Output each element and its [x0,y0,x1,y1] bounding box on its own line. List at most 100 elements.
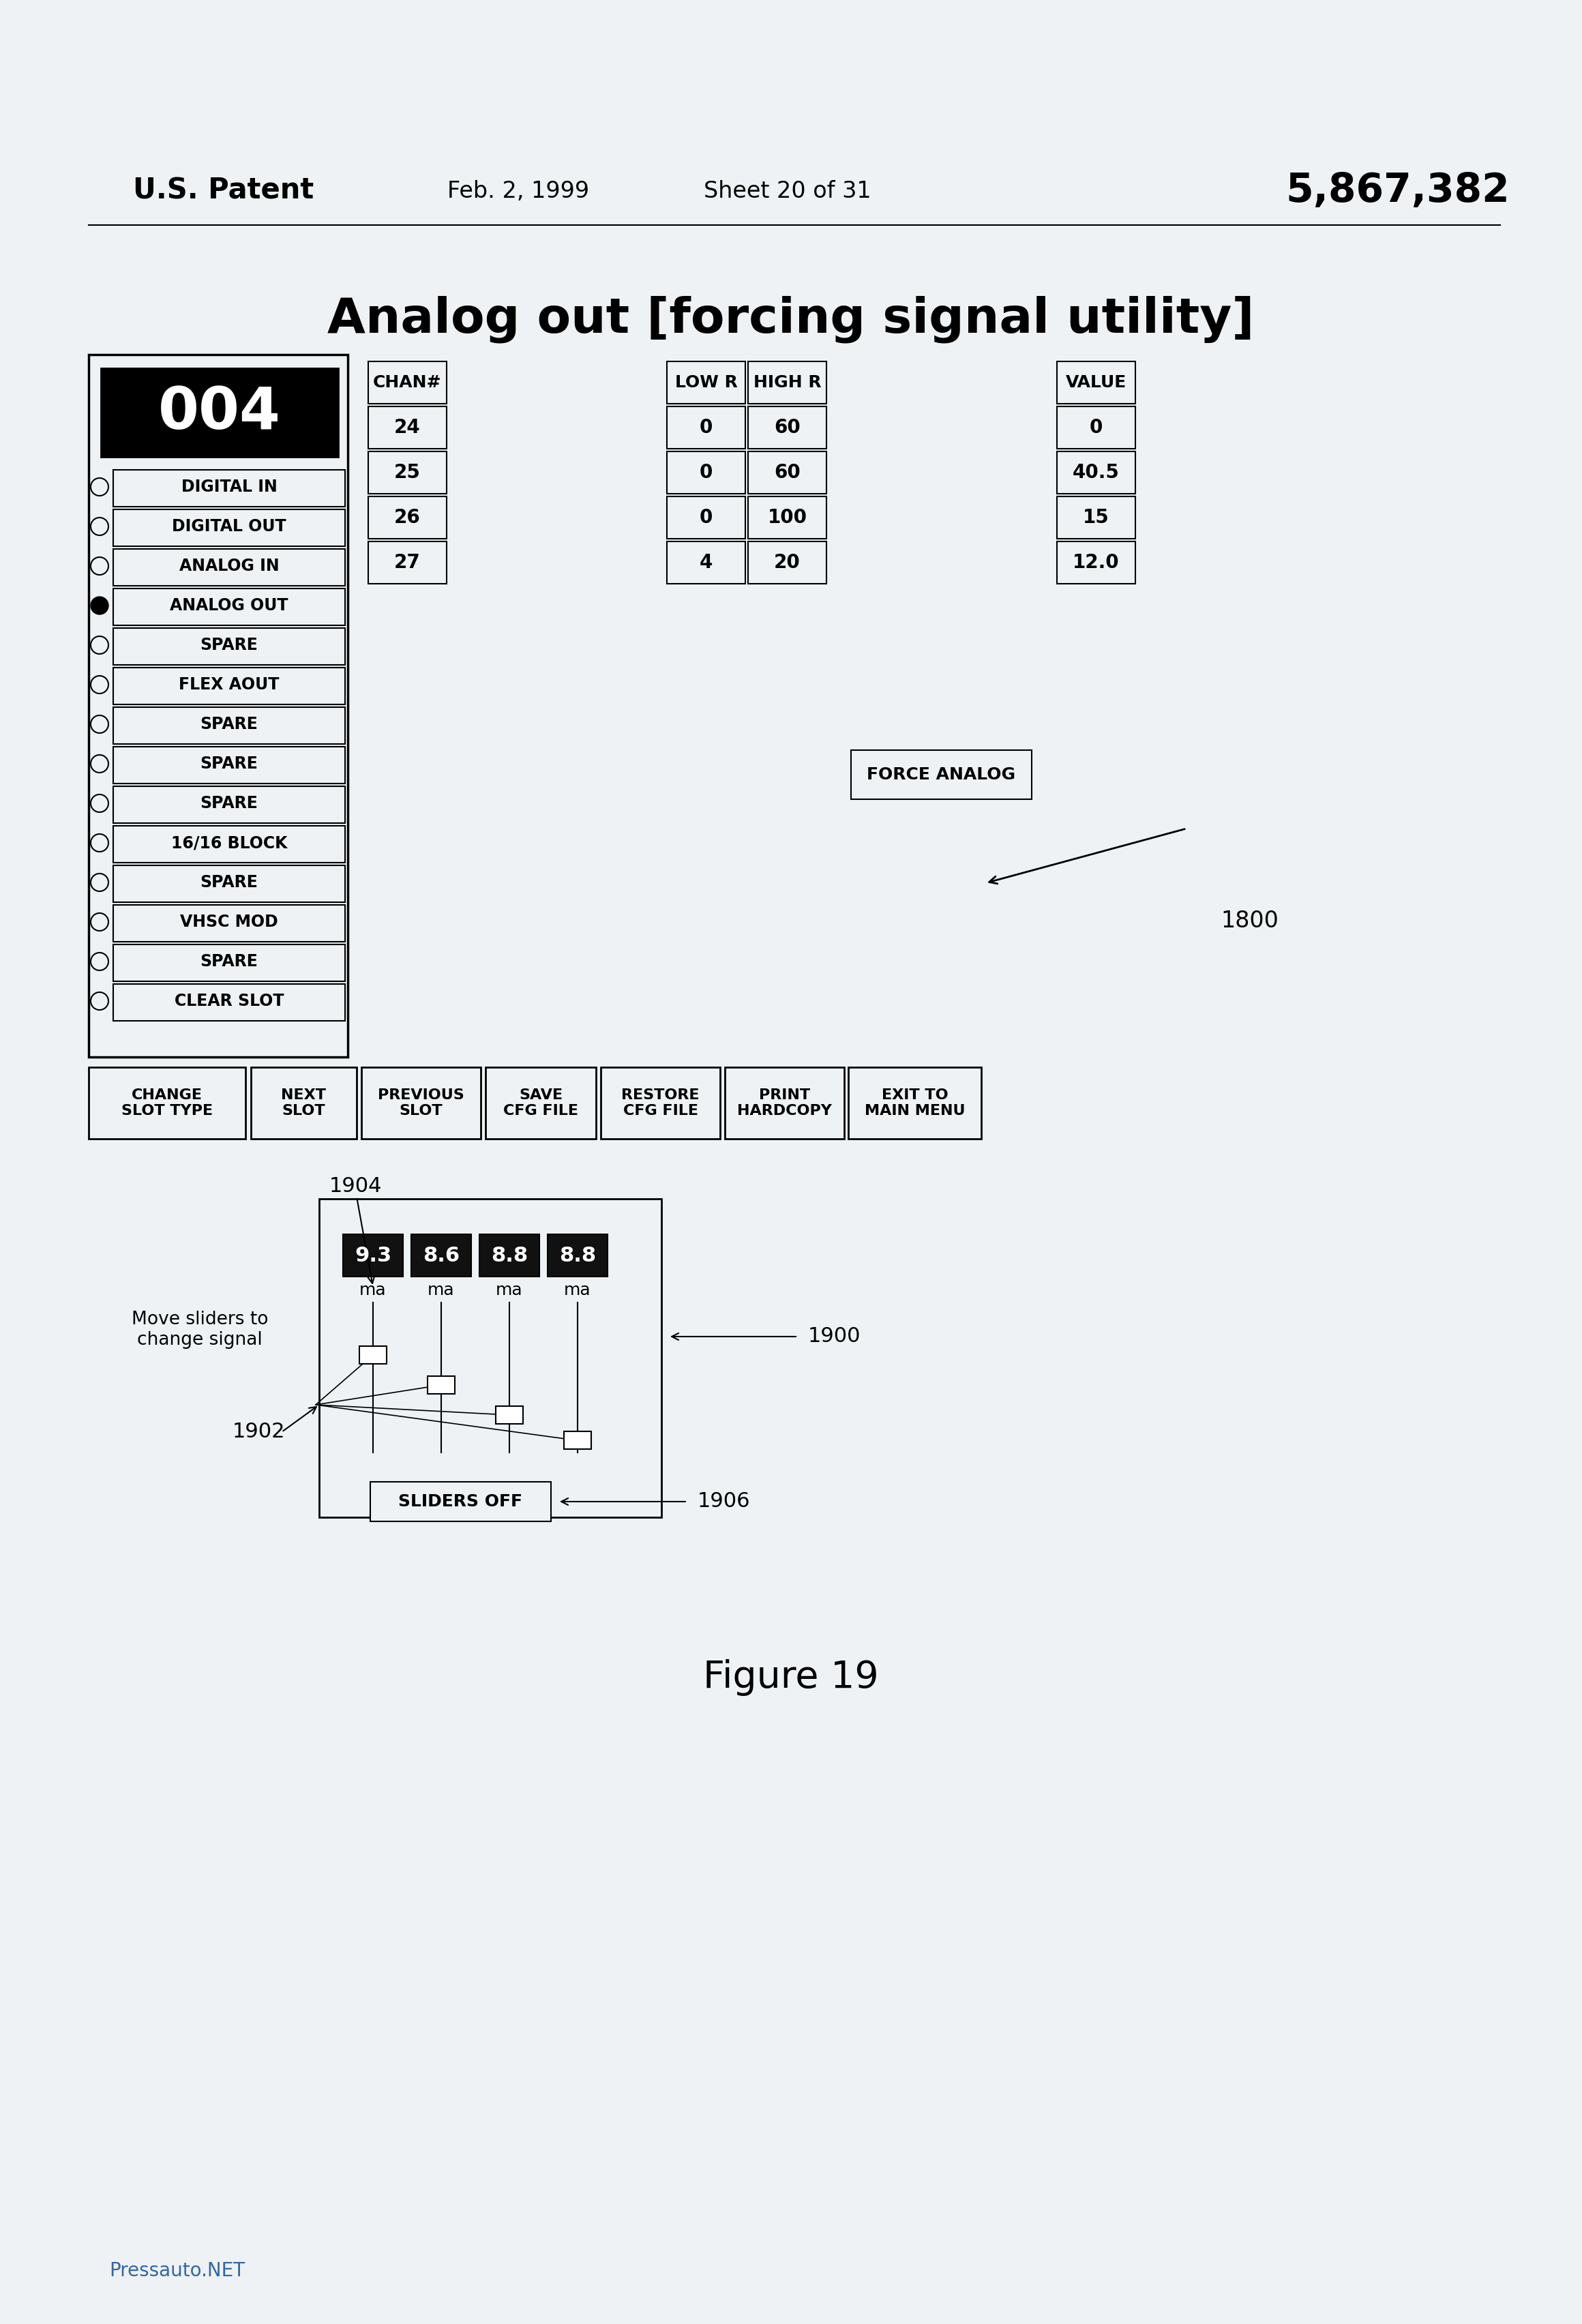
Bar [114,509,345,546]
Bar [361,1067,481,1139]
Text: Move sliders to
change signal: Move sliders to change signal [131,1311,269,1348]
Text: Sheet 20 of 31: Sheet 20 of 31 [704,179,872,202]
Text: DIGITAL OUT: DIGITAL OUT [172,518,286,535]
Text: FORCE ANALOG: FORCE ANALOG [867,767,1016,783]
Text: 24: 24 [394,418,421,437]
Text: ma: ma [495,1283,524,1299]
Text: 100: 100 [767,509,807,528]
Circle shape [90,637,109,653]
Circle shape [90,755,109,772]
Text: CLEAR SLOT: CLEAR SLOT [174,992,283,1009]
Text: CHAN#: CHAN# [373,374,441,390]
Circle shape [90,716,109,732]
Text: RESTORE
CFG FILE: RESTORE CFG FILE [622,1088,699,1118]
Circle shape [90,953,109,971]
Bar [748,541,826,583]
Bar [1057,451,1136,493]
Bar [851,751,1031,799]
Bar [748,451,826,493]
Bar [427,1376,456,1394]
Text: EXIT TO
MAIN MENU: EXIT TO MAIN MENU [864,1088,965,1118]
Text: ANALOG IN: ANALOG IN [179,558,278,574]
Text: 1906: 1906 [698,1492,750,1511]
Text: PRINT
HARDCOPY: PRINT HARDCOPY [737,1088,832,1118]
Bar [563,1432,592,1450]
Bar [114,667,345,704]
Bar [748,407,826,449]
Bar [89,1067,245,1139]
Text: SPARE: SPARE [201,795,258,811]
Text: Pressauto.NET: Pressauto.NET [109,2261,245,2280]
Text: 25: 25 [394,462,421,481]
Bar [848,1067,981,1139]
Bar [668,497,745,539]
Bar [114,548,345,586]
Bar [547,1234,607,1276]
Bar [668,451,745,493]
Text: SLIDERS OFF: SLIDERS OFF [399,1494,522,1511]
Circle shape [90,834,109,851]
Text: 16/16 BLOCK: 16/16 BLOCK [171,834,288,851]
Text: NEXT
SLOT: NEXT SLOT [282,1088,326,1118]
Bar [89,356,348,1057]
Bar [1057,541,1136,583]
Bar [359,1346,386,1364]
Text: Analog out [forcing signal utility]: Analog out [forcing signal utility] [327,295,1255,344]
Bar [114,983,345,1020]
Bar [369,451,446,493]
Bar [668,407,745,449]
Text: 0: 0 [1090,418,1103,437]
Bar [101,367,339,458]
Bar [668,541,745,583]
Text: SPARE: SPARE [201,953,258,969]
Text: 12.0: 12.0 [1073,553,1120,572]
Bar [114,865,345,902]
Text: 20: 20 [774,553,800,572]
Circle shape [90,676,109,693]
Text: SPARE: SPARE [201,637,258,653]
Text: U.S. Patent: U.S. Patent [133,177,313,205]
Text: 15: 15 [1084,509,1109,528]
Text: HIGH R: HIGH R [753,374,821,390]
Text: VALUE: VALUE [1066,374,1126,390]
Bar [114,825,345,862]
Text: 27: 27 [394,553,421,572]
Text: Figure 19: Figure 19 [702,1659,880,1697]
Text: 26: 26 [394,509,421,528]
Bar [343,1234,403,1276]
Bar [369,407,446,449]
Bar [114,469,345,507]
Circle shape [90,597,109,614]
Circle shape [90,558,109,574]
Bar [370,1483,551,1522]
Circle shape [90,795,109,811]
Bar [114,746,345,783]
Bar [369,541,446,583]
Text: 9.3: 9.3 [354,1246,391,1264]
Text: 8.8: 8.8 [490,1246,528,1264]
Bar [369,363,446,404]
Bar [1057,407,1136,449]
Bar [114,588,345,625]
Text: SPARE: SPARE [201,716,258,732]
Bar [725,1067,845,1139]
Circle shape [90,992,109,1011]
Text: 60: 60 [774,418,800,437]
Text: 4: 4 [699,553,713,572]
Bar [1057,363,1136,404]
Bar [748,363,826,404]
Bar [601,1067,720,1139]
Text: Feb. 2, 1999: Feb. 2, 1999 [448,179,589,202]
Bar [369,497,446,539]
Bar [320,1199,661,1518]
Bar [748,497,826,539]
Text: 1902: 1902 [233,1422,285,1441]
Text: 0: 0 [699,509,713,528]
Text: ma: ma [427,1283,454,1299]
Text: 004: 004 [158,383,282,442]
Text: ANALOG OUT: ANALOG OUT [169,597,288,614]
Bar [252,1067,356,1139]
Circle shape [90,479,109,495]
Text: VHSC MOD: VHSC MOD [180,913,278,930]
Text: FLEX AOUT: FLEX AOUT [179,676,280,693]
